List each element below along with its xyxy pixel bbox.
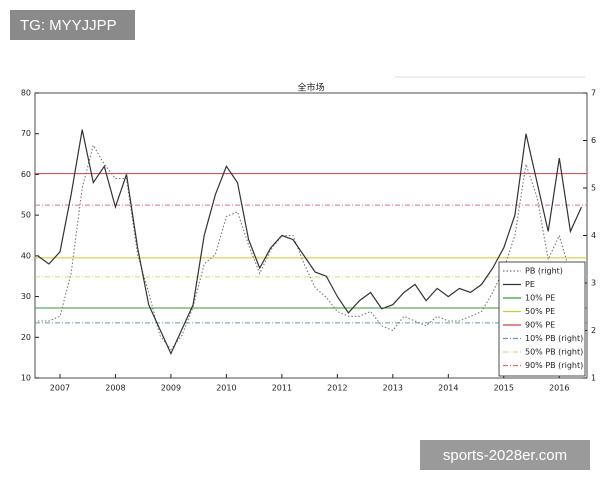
x-tick-label: 2010 bbox=[216, 384, 236, 393]
watermark: TG: MYYJJPP bbox=[20, 17, 117, 34]
y2-tick-label: 7 bbox=[591, 89, 596, 98]
x-tick-label: 2013 bbox=[383, 384, 403, 393]
x-tick-label: 2011 bbox=[272, 384, 292, 393]
legend bbox=[498, 261, 586, 377]
y2-tick-label: 3 bbox=[591, 279, 596, 288]
y2-tick-label: 1 bbox=[591, 374, 596, 383]
watermark-box bbox=[10, 10, 135, 40]
watermark-box bbox=[420, 440, 590, 470]
x-tick-label: 2014 bbox=[438, 384, 458, 393]
y-tick-label: 50 bbox=[21, 211, 31, 220]
y2-tick-label: 6 bbox=[591, 136, 596, 145]
data-line bbox=[37, 129, 583, 356]
y2-tick-label: 5 bbox=[591, 184, 596, 193]
legend-label: 50% PE bbox=[525, 307, 555, 316]
x-tick-label: 2007 bbox=[50, 384, 70, 393]
watermark: sports-2028er.com bbox=[443, 447, 567, 464]
y-tick-label: 40 bbox=[21, 251, 31, 260]
x-tick-label: 2012 bbox=[327, 384, 347, 393]
legend-label: 50% PB (right) bbox=[525, 348, 583, 357]
y2-tick-label: 4 bbox=[591, 231, 596, 240]
legend-label: 10% PB (right) bbox=[525, 334, 583, 343]
y-tick-label: 20 bbox=[21, 333, 31, 342]
legend-label: 90% PB (right) bbox=[525, 361, 583, 370]
chart-title: 全市场 bbox=[297, 82, 324, 94]
legend-label: 10% PE bbox=[525, 294, 555, 303]
legend-label: PB (right) bbox=[525, 267, 563, 276]
y-tick-label: 60 bbox=[21, 170, 31, 179]
data-line bbox=[37, 143, 582, 351]
y-tick-label: 80 bbox=[21, 89, 31, 98]
y-tick-label: 10 bbox=[21, 374, 31, 383]
x-tick-label: 2008 bbox=[105, 384, 125, 393]
legend-label: PE bbox=[525, 280, 535, 289]
y-tick-label: 70 bbox=[21, 129, 31, 138]
x-tick-label: 2009 bbox=[161, 384, 181, 393]
x-tick-label: 2015 bbox=[494, 384, 514, 393]
legend-label: 90% PE bbox=[525, 321, 555, 330]
x-tick-label: 2016 bbox=[549, 384, 569, 393]
y-tick-label: 30 bbox=[21, 292, 31, 301]
y2-tick-label: 2 bbox=[591, 326, 596, 335]
